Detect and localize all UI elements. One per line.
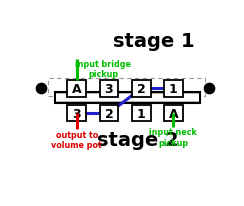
Text: 3: 3 xyxy=(105,82,113,95)
Text: 1: 1 xyxy=(137,107,145,120)
Bar xyxy=(100,105,118,122)
Text: input neck
pickup: input neck pickup xyxy=(149,128,197,147)
Text: A: A xyxy=(168,107,178,120)
Bar xyxy=(67,105,86,122)
Text: 2: 2 xyxy=(105,107,113,120)
Text: stage 2: stage 2 xyxy=(97,130,179,149)
Bar xyxy=(55,93,200,103)
Point xyxy=(39,87,43,90)
Bar xyxy=(48,79,205,97)
Bar xyxy=(164,81,183,97)
Text: output to
volume pot: output to volume pot xyxy=(51,130,102,150)
Text: 1: 1 xyxy=(169,82,178,95)
Text: stage 1: stage 1 xyxy=(112,32,194,51)
Bar xyxy=(132,105,151,122)
Text: 3: 3 xyxy=(72,107,81,120)
Bar xyxy=(164,105,183,122)
Bar xyxy=(132,81,151,97)
Bar xyxy=(56,95,199,101)
Bar xyxy=(67,81,86,97)
Text: input bridge
pickup: input bridge pickup xyxy=(75,60,131,79)
Point xyxy=(207,87,211,90)
Bar xyxy=(100,81,118,97)
Text: A: A xyxy=(72,82,82,95)
Text: 2: 2 xyxy=(137,82,145,95)
